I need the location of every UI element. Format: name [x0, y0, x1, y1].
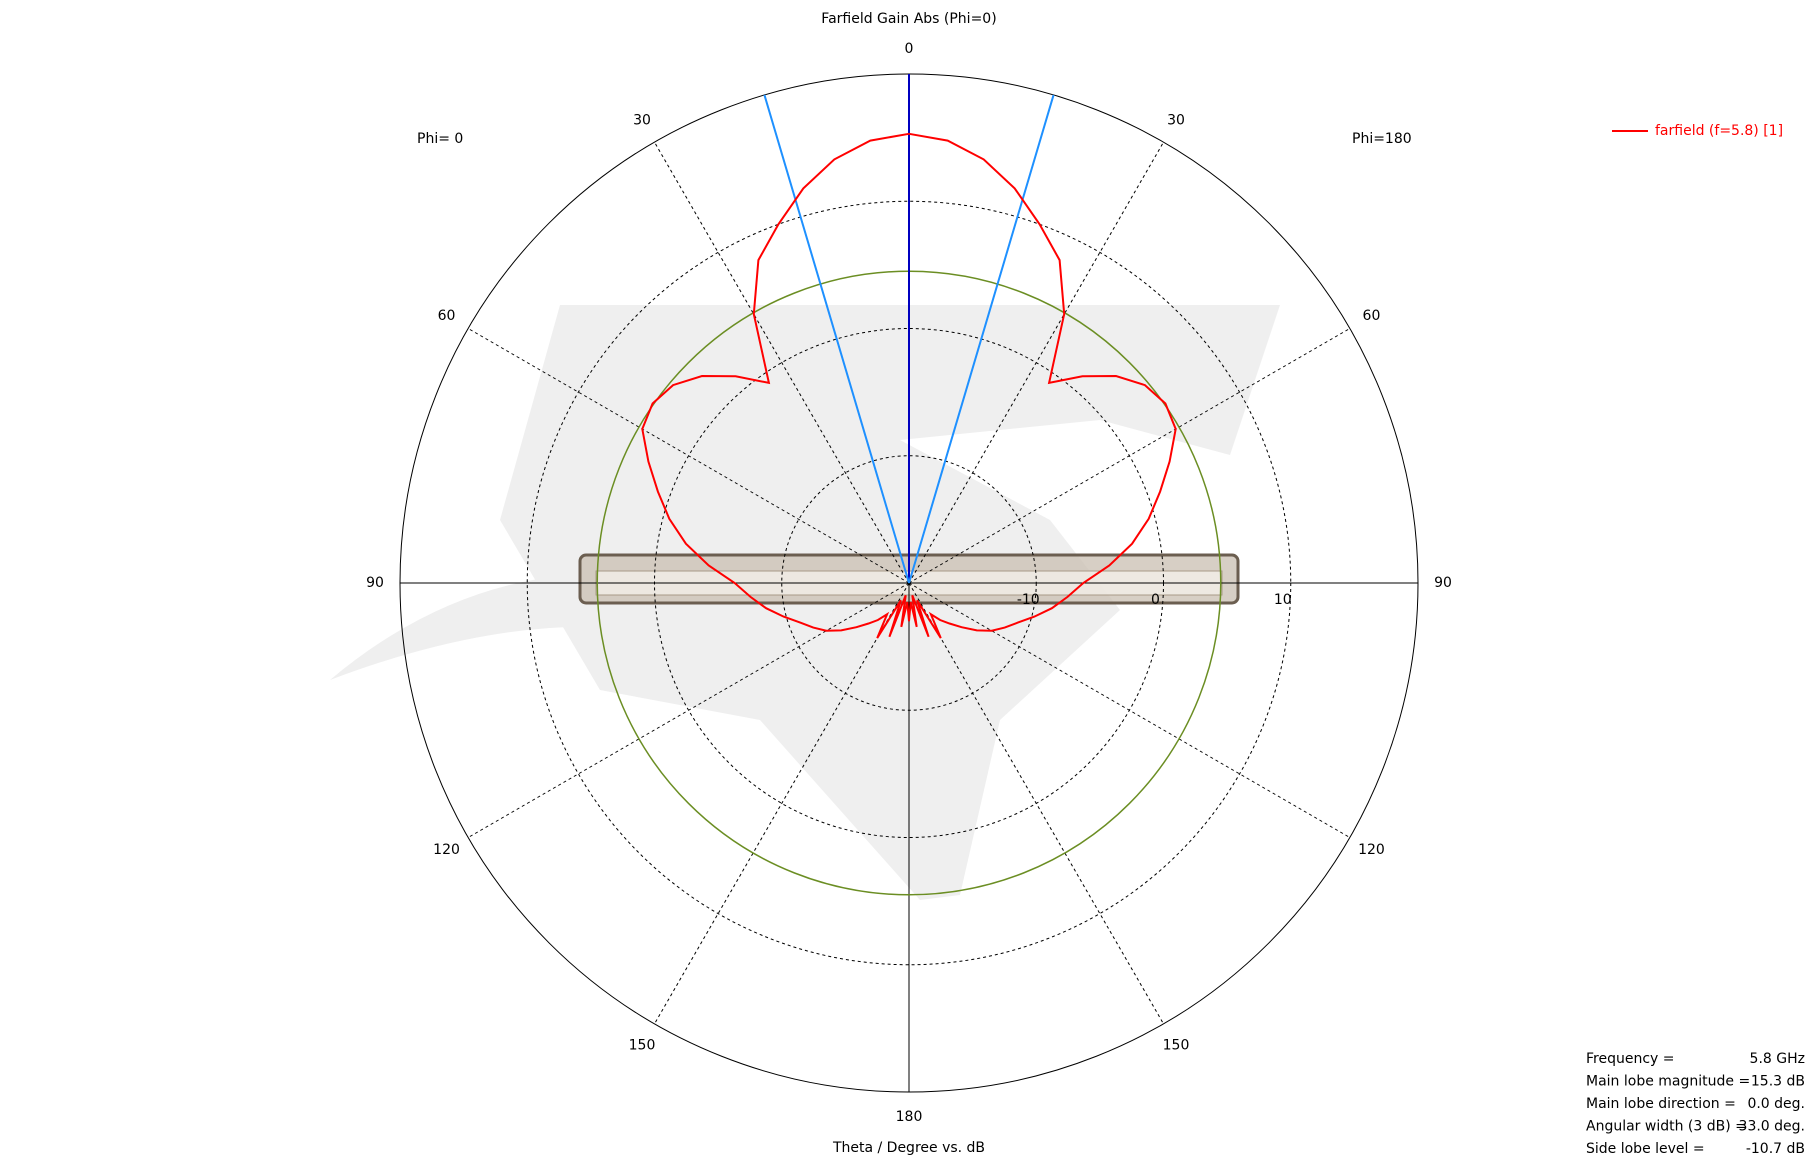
theta-tick-label: 0	[905, 41, 914, 57]
theta-grid-line	[908, 141, 1164, 584]
r-tick-label: -10	[1017, 592, 1040, 608]
phi-left-label: Phi= 0	[417, 131, 463, 147]
legend-label: farfield (f=5.8) [1]	[1655, 123, 1783, 139]
theta-tick-label: 30	[633, 113, 651, 129]
info-value: 5.8 GHz	[1750, 1051, 1805, 1067]
theta-grid-line	[467, 328, 910, 584]
theta-grid-line	[908, 328, 1351, 584]
theta-tick-label: 90	[1434, 575, 1452, 591]
theta-tick-label: 120	[433, 842, 460, 858]
info-label: Side lobe level =	[1586, 1141, 1705, 1157]
info-value: 33.0 deg.	[1739, 1119, 1805, 1135]
beam-width-line	[763, 94, 910, 584]
theta-tick-label: 150	[629, 1037, 656, 1053]
theta-tick-label: 30	[1167, 113, 1185, 129]
info-label: Main lobe direction =	[1586, 1096, 1736, 1112]
info-label: Main lobe magnitude =	[1586, 1074, 1750, 1090]
theta-grid-line	[654, 582, 910, 1025]
theta-tick-label: 180	[896, 1109, 923, 1125]
theta-tick-label: 120	[1358, 842, 1385, 858]
theta-tick-label: 60	[1363, 308, 1381, 324]
theta-grid-line	[908, 582, 1351, 838]
theta-tick-label: 60	[438, 308, 456, 324]
r-tick-label: 10	[1274, 592, 1292, 608]
gain-curve	[908, 132, 1177, 639]
info-label: Angular width (3 dB) =	[1586, 1119, 1747, 1135]
r-tick-label: 0	[1151, 592, 1160, 608]
info-label: Frequency =	[1586, 1051, 1675, 1067]
theta-grid-line	[654, 141, 910, 584]
beam-width-line	[908, 94, 1055, 584]
axis-label: Theta / Degree vs. dB	[832, 1140, 985, 1156]
chart-title: Farfield Gain Abs (Phi=0)	[821, 11, 996, 27]
theta-grid-line	[908, 582, 1164, 1025]
info-value: -10.7 dB	[1746, 1141, 1805, 1157]
info-value: 0.0 deg.	[1747, 1096, 1805, 1112]
gain-curve	[641, 132, 910, 639]
info-value: 15.3 dB	[1751, 1074, 1805, 1090]
theta-tick-label: 150	[1163, 1037, 1190, 1053]
theta-grid-line	[467, 582, 910, 838]
phi-right-label: Phi=180	[1352, 131, 1412, 147]
theta-tick-label: 90	[366, 575, 384, 591]
